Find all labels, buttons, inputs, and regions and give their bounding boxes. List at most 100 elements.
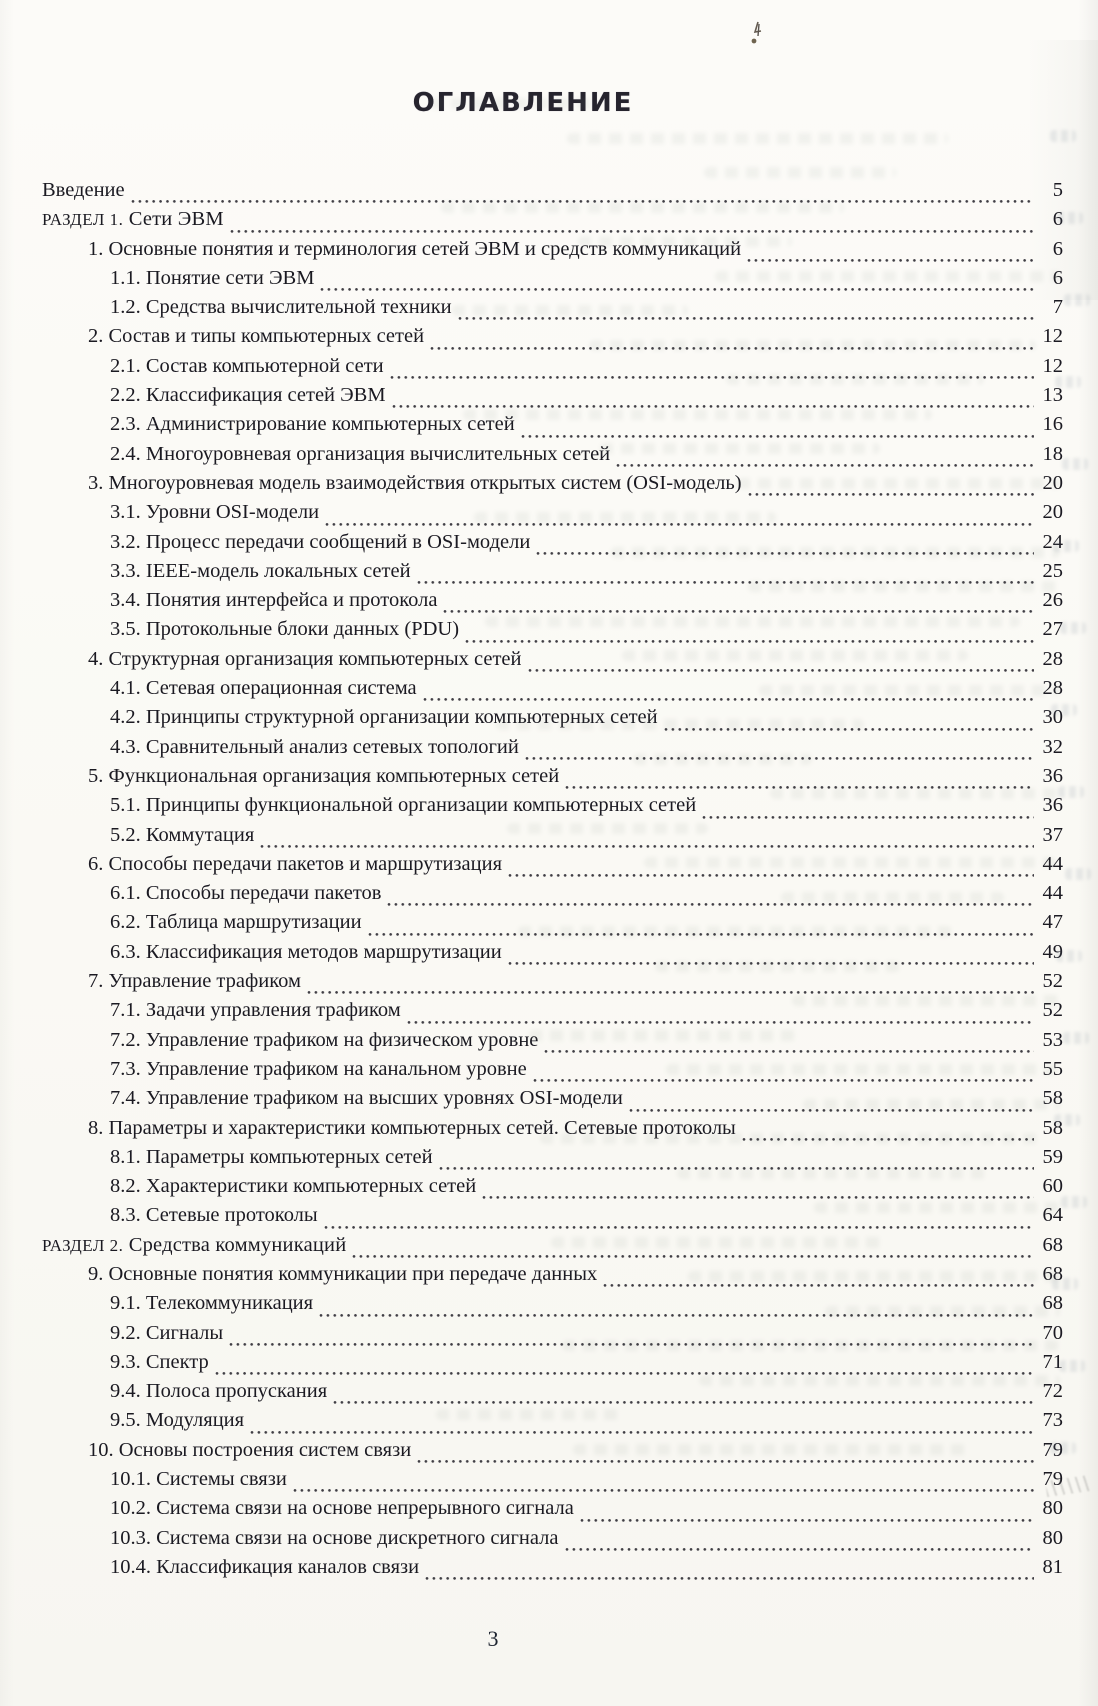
- toc-entry-page: 49: [1042, 940, 1064, 963]
- toc-entry: 3.4. Понятия интерфейса и протокола 26: [42, 589, 1063, 618]
- dot-leader: [740, 1134, 1034, 1143]
- dot-leader: [386, 900, 1034, 909]
- dot-leader: [429, 343, 1034, 352]
- toc-entry-page: 55: [1042, 1057, 1064, 1080]
- dot-leader: [366, 929, 1034, 938]
- toc-entry: 3.3. IEEE-модель локальных сетей 25: [42, 560, 1063, 589]
- toc-entry-label: 5.2. Коммутация: [110, 823, 255, 846]
- toc-entry: 9.1. Телекоммуникация 68: [42, 1292, 1063, 1321]
- toc-entry: 2. Состав и типы компьютерных сетей 12: [42, 325, 1063, 354]
- toc-entry-label: 1.2. Средства вычислительной техники: [110, 296, 452, 319]
- dot-leader: [701, 812, 1034, 821]
- toc-entry: 9.4. Полоса пропускания 72: [42, 1380, 1063, 1409]
- toc-entry: 5. Функциональная организация компьютерн…: [42, 765, 1063, 794]
- toc-entry-page: 36: [1042, 794, 1064, 817]
- dot-leader: [228, 226, 1034, 235]
- dot-leader: [421, 695, 1034, 704]
- dot-leader: [543, 1046, 1034, 1055]
- toc-entry-label: 1.1. Понятие сети ЭВМ: [110, 266, 315, 289]
- toc-entry-page: 80: [1042, 1526, 1064, 1549]
- toc-entry-label: 3.5. Протокольные блоки данных (PDU): [110, 618, 460, 641]
- toc-entry-label: 9. Основные понятия коммуникации при пер…: [88, 1262, 598, 1285]
- bleed-through-number: [1065, 868, 1091, 880]
- toc-entry-page: 80: [1042, 1497, 1064, 1520]
- toc-entry: 10.3. Система связи на основе дискретног…: [42, 1527, 1063, 1556]
- toc-entry-page: 7: [1052, 296, 1063, 319]
- toc-entry: 4. Структурная организация компьютерных …: [42, 648, 1063, 677]
- toc-entry-page: 12: [1042, 325, 1064, 348]
- toc-entry: 7.1. Задачи управления трафиком 52: [42, 999, 1063, 1028]
- toc-entry: 1. Основные понятия и терминология сетей…: [42, 238, 1063, 267]
- toc-entry-label: 4.1. Сетевая операционная система: [110, 677, 417, 700]
- dot-leader: [507, 871, 1034, 880]
- toc-entry-label: 9.3. Спектр: [110, 1350, 209, 1373]
- toc-entry-page: 68: [1042, 1233, 1064, 1256]
- toc-entry: 8. Параметры и характеристики компьютерн…: [42, 1117, 1063, 1146]
- dot-leader: [437, 1164, 1034, 1173]
- ink-speck: [751, 21, 762, 44]
- toc-entry-label: 9.4. Полоса пропускания: [110, 1380, 328, 1403]
- bleed-through-number: [1061, 1196, 1087, 1208]
- dot-leader: [531, 1076, 1034, 1085]
- toc-entry-label: 4. Структурная организация компьютерных …: [88, 647, 522, 670]
- dot-leader: [456, 314, 1034, 323]
- toc-entry-label: 1. Основные понятия и терминология сетей…: [88, 237, 742, 260]
- toc-entry: 9.3. Спектр 71: [42, 1351, 1063, 1380]
- toc-entry-page: 27: [1042, 618, 1064, 641]
- toc-entry-page: 6: [1052, 237, 1063, 260]
- toc-entry-label: 2.2. Классификация сетей ЭВМ: [110, 384, 386, 407]
- dot-leader: [746, 490, 1034, 499]
- dot-leader: [416, 1457, 1034, 1466]
- dot-leader: [306, 988, 1034, 997]
- toc-entry-page: 26: [1042, 589, 1064, 612]
- toc-entry: 5.2. Коммутация 37: [42, 824, 1063, 853]
- page-title: ОГЛАВЛЕНИЕ: [412, 88, 634, 118]
- toc-entry: 7. Управление трафиком 52: [42, 970, 1063, 999]
- toc-entry-page: 36: [1042, 764, 1064, 787]
- dot-leader: [415, 578, 1034, 587]
- toc-entry-label: 3.4. Понятия интерфейса и протокола: [110, 589, 438, 612]
- dot-leader: [322, 1222, 1034, 1231]
- toc-entry-label: 8.3. Сетевые протоколы: [110, 1204, 318, 1227]
- toc-entry-page: 20: [1042, 501, 1064, 524]
- toc-entry: 2.3. Администрирование компьютерных сете…: [42, 413, 1063, 442]
- toc-entry-label: 10.4. Классификация каналов связи: [110, 1555, 420, 1578]
- dot-leader: [578, 1515, 1034, 1524]
- toc-entry-page: 58: [1042, 1087, 1064, 1110]
- toc-entry: 7.2. Управление трафиком на физическом у…: [42, 1029, 1063, 1058]
- toc-entry-label: 9.2. Сигналы: [110, 1321, 224, 1344]
- dot-leader: [563, 1544, 1034, 1553]
- bleed-through-artifact: [567, 132, 948, 144]
- dot-leader: [324, 519, 1034, 528]
- toc-entry-page: 58: [1042, 1116, 1064, 1139]
- toc-entry: 3. Многоуровневая модель взаимодействия …: [42, 472, 1063, 501]
- bleed-through-artifact: [704, 167, 896, 178]
- toc-entry-page: 60: [1042, 1175, 1064, 1198]
- toc-entry-label: 6. Способы передачи пакетов и маршрутиза…: [88, 852, 502, 875]
- toc-entry: 9.5. Модуляция 73: [42, 1409, 1063, 1438]
- bleed-through-number: [1063, 1032, 1089, 1044]
- toc-entry-page: 32: [1042, 735, 1064, 758]
- toc-entry-label: 4.3. Сравнительный анализ сетевых тополо…: [110, 735, 519, 758]
- toc-entry-page: 44: [1042, 882, 1064, 905]
- toc-entry: 2.2. Классификация сетей ЭВМ 13: [42, 384, 1063, 413]
- dot-leader: [602, 1281, 1034, 1290]
- toc-entry-page: 18: [1042, 442, 1064, 465]
- toc-entry-page: 59: [1042, 1145, 1064, 1168]
- toc-entry-label: 6.1. Способы передачи пакетов: [110, 882, 382, 905]
- toc-entry-label: 9.1. Телекоммуникация: [110, 1292, 314, 1315]
- toc-entry-label: 2. Состав и типы компьютерных сетей: [88, 325, 425, 348]
- toc-entry-page: 72: [1042, 1380, 1064, 1403]
- toc-entry: 1.1. Понятие сети ЭВМ 6: [42, 267, 1063, 296]
- toc-entry-label: 10. Основы построения систем связи: [88, 1438, 412, 1461]
- toc-entry-page: 28: [1042, 647, 1064, 670]
- toc-entry: 10.4. Классификация каналов связи 81: [42, 1556, 1063, 1585]
- toc-entry-label: РАЗДЕЛ 2. Средства коммуникаций: [42, 1233, 347, 1256]
- dot-leader: [332, 1398, 1034, 1407]
- dot-leader: [390, 402, 1034, 411]
- toc-entry-page: 16: [1042, 413, 1064, 436]
- toc-entry: 9. Основные понятия коммуникации при пер…: [42, 1263, 1063, 1292]
- toc-entry-label: 2.3. Администрирование компьютерных сете…: [110, 413, 515, 436]
- dot-leader: [249, 1427, 1034, 1436]
